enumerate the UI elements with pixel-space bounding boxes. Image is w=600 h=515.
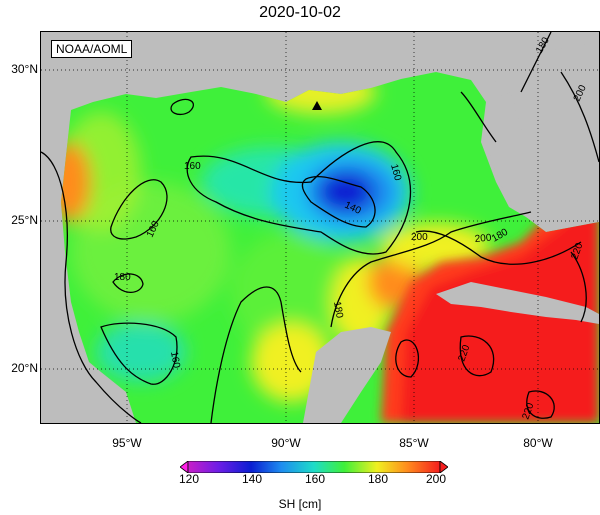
contour-label: 180	[331, 301, 345, 320]
contour-label: 180	[114, 272, 131, 283]
colorbar-high-arrow	[439, 461, 448, 473]
lon-label-95w: 95°W	[112, 436, 142, 450]
florida-peninsula	[486, 92, 551, 222]
credit-label: NOAA/AOML	[51, 40, 133, 58]
contour-160-central	[186, 141, 412, 255]
colorbar-tick: 180	[367, 472, 389, 486]
map-title: 2020-10-02	[259, 4, 341, 21]
colorbar-label: SH [cm]	[278, 497, 322, 511]
contour-140	[301, 175, 376, 228]
contour-lines	[41, 32, 599, 423]
colorbar	[180, 461, 448, 473]
contour-180-west	[112, 273, 144, 294]
contour-220-south-loop	[526, 390, 555, 419]
contour-label: 160	[168, 351, 182, 370]
lon-label-90w: 90°W	[271, 436, 301, 450]
contour-180-northeast	[520, 32, 552, 93]
graticule	[41, 32, 599, 423]
lon-label-85w: 85°W	[399, 436, 429, 450]
colorbar-tick: 120	[178, 472, 200, 486]
contour-220-caribbean-loop	[459, 335, 495, 377]
contour-220-east	[570, 251, 587, 323]
contour-160-west-loop	[110, 179, 168, 240]
us-southeast-coast	[486, 32, 599, 87]
contour-160-small-north	[170, 98, 195, 116]
map-canvas: 180 200 160 160 160 140 180 200 180 220 …	[41, 32, 599, 423]
cuba-island	[436, 282, 599, 324]
triangle-marker-icon	[312, 101, 322, 110]
colorbar-tick: 140	[241, 472, 263, 486]
colorbar-tick: 200	[425, 472, 447, 486]
contour-label: 200	[474, 233, 492, 245]
contour-180-loop-edge	[330, 211, 532, 328]
colorbar-tick: 160	[304, 472, 326, 486]
contour-160-southwest	[100, 322, 178, 385]
yucatan-peninsula	[303, 327, 391, 423]
contour-180-coast	[41, 151, 142, 423]
lat-label-25n: 25°N	[11, 213, 38, 227]
lon-label-80w: 80°W	[523, 436, 553, 450]
contour-170-south	[210, 286, 302, 423]
contour-180-east	[460, 91, 497, 143]
contour-200-loop-edge	[415, 230, 582, 265]
lat-label-20n: 20°N	[11, 361, 38, 375]
contour-label: 160	[388, 163, 403, 182]
contour-label: 160	[184, 161, 201, 172]
lat-label-30n: 30°N	[11, 62, 38, 76]
map-panel: 180 200 160 160 160 140 180 200 180 220 …	[40, 31, 600, 424]
contour-label: 200	[411, 232, 428, 243]
contour-200-caribbean-loop	[395, 339, 420, 378]
contour-200-northeast	[560, 71, 599, 163]
